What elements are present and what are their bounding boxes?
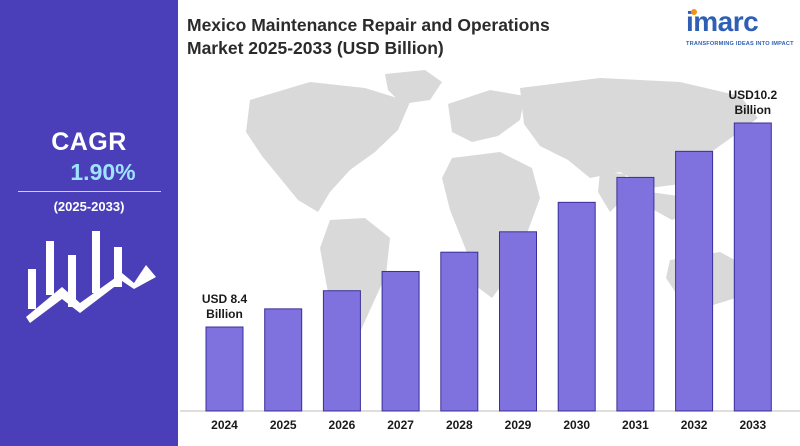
chart-title: Mexico Maintenance Repair and Operations… (187, 14, 647, 60)
x-tick-label-2031: 2031 (622, 418, 649, 432)
bar-2030 (557, 201, 596, 412)
x-tick-label-2032: 2032 (681, 418, 708, 432)
world-map-backdrop (246, 70, 758, 360)
bar-chart: 2024 2025 2026 2027 2028 2029 2030 2031 2032 2033… (180, 60, 800, 440)
data-label-2033-line1: USD10.2 (728, 88, 777, 102)
bar-2029 (499, 231, 537, 412)
logo-wordmark: imarc (686, 6, 759, 37)
x-tick-label-2028: 2028 (446, 418, 473, 432)
logo-tagline: TRANSFORMING IDEAS INTO IMPACT (686, 41, 794, 47)
x-tick-label-2030: 2030 (563, 418, 590, 432)
x-tick-label-2029: 2029 (505, 418, 532, 432)
x-tick-label-2033: 2033 (739, 418, 766, 432)
cagr-divider (18, 191, 161, 192)
cagr-value: 1.90% (70, 159, 136, 185)
bar-2028 (440, 251, 479, 412)
cagr-period: (2025-2033) (53, 199, 125, 214)
x-tick-label-2024: 2024 (211, 418, 238, 432)
cagr-label: CAGR (51, 128, 127, 156)
cagr-panel: CAGR 1.90% (2025-2033) (0, 0, 178, 446)
imarc-logo: imarc TRANSFORMING IDEAS INTO IMPACT (686, 6, 796, 54)
x-tick-label-2027: 2027 (387, 418, 414, 432)
data-label-2024-line2: Billion (206, 307, 243, 321)
chart-title-line1: Mexico Maintenance Repair and Operations (187, 15, 550, 35)
data-label-2033-line2: Billion (734, 103, 771, 117)
x-tick-label-2026: 2026 (329, 418, 356, 432)
bar-2024 (205, 326, 244, 412)
bar-2033 (733, 122, 772, 412)
bar-2031 (616, 176, 655, 412)
logo-dot (691, 9, 697, 15)
data-label-2024-line1: USD 8.4 (202, 292, 248, 306)
x-tick-label-2025: 2025 (270, 418, 297, 432)
bar-2026 (322, 290, 361, 412)
bar-2027 (381, 270, 420, 412)
growth-chart-icon (26, 231, 156, 323)
bar-2025 (264, 308, 303, 412)
bars-layer: 2024 2025 2026 2027 2028 2029 2030 2031 2032 2033… (180, 88, 800, 432)
bar-2032 (675, 150, 714, 412)
chart-title-line2: Market 2025-2033 (USD Billion) (187, 38, 444, 58)
